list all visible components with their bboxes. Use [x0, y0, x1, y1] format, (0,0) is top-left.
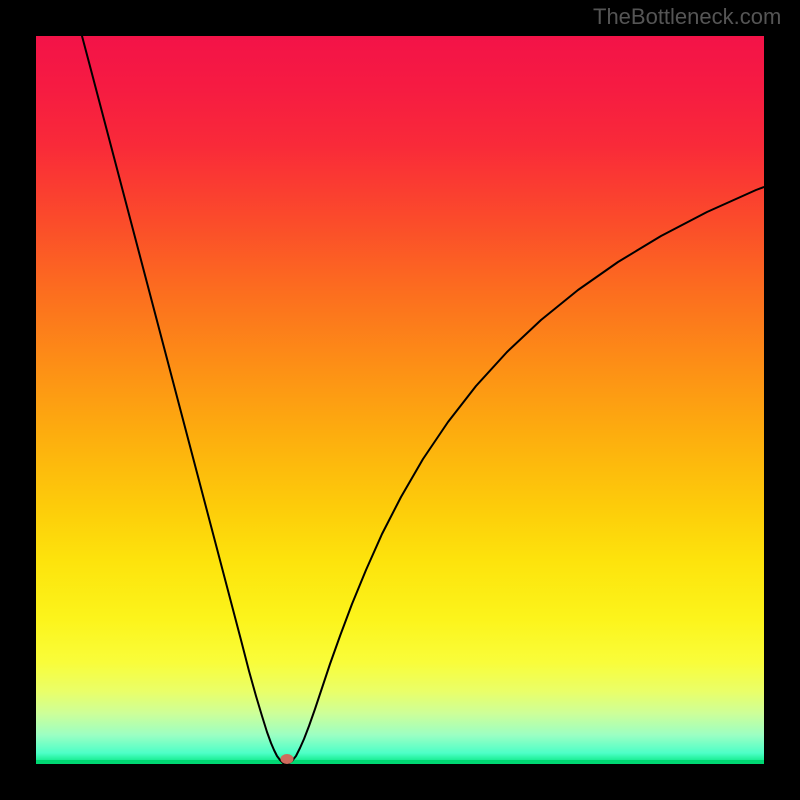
- watermark-text: TheBottleneck.com: [593, 4, 781, 30]
- chart-container: TheBottleneck.com: [0, 0, 800, 800]
- optimal-point-marker: [281, 754, 294, 764]
- bottleneck-chart: [0, 0, 800, 800]
- chart-baseline-band: [36, 760, 764, 764]
- chart-gradient-bg: [36, 36, 764, 764]
